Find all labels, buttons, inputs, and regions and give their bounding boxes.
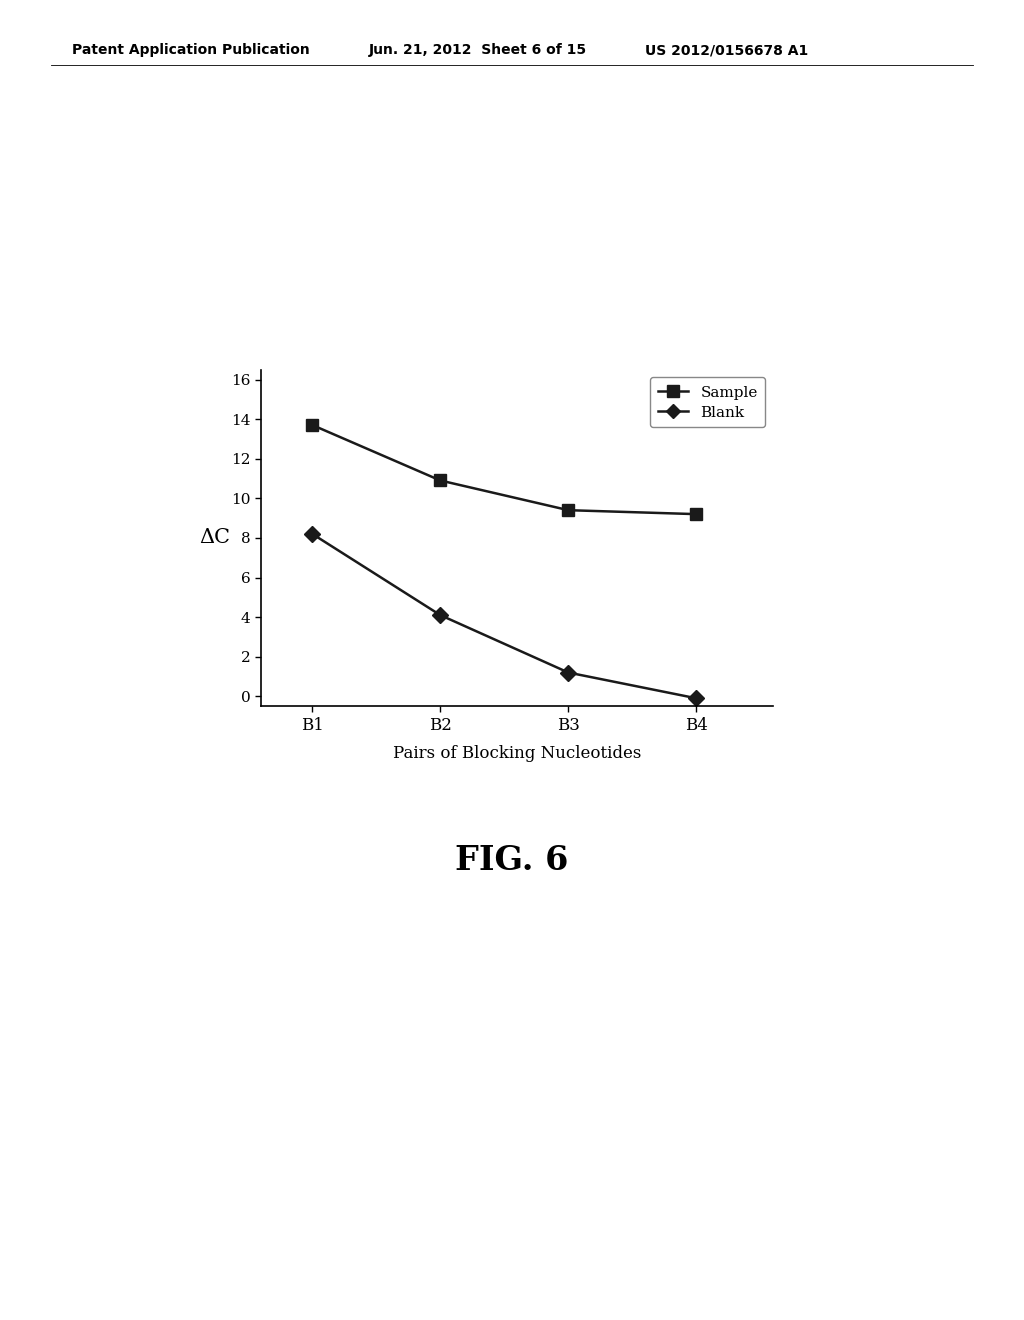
Sample (562, 503, 574, 519)
Blank (562, 664, 574, 681)
Sample (306, 417, 318, 433)
Sample (434, 473, 446, 488)
Y-axis label: ΔC: ΔC (199, 528, 230, 548)
Line: Sample: Sample (306, 418, 702, 520)
Blank (434, 607, 446, 623)
Text: FIG. 6: FIG. 6 (456, 845, 568, 878)
Sample (690, 506, 702, 521)
Text: Jun. 21, 2012  Sheet 6 of 15: Jun. 21, 2012 Sheet 6 of 15 (369, 44, 587, 57)
Blank (690, 690, 702, 706)
Line: Blank: Blank (307, 528, 701, 704)
X-axis label: Pairs of Blocking Nucleotides: Pairs of Blocking Nucleotides (393, 744, 641, 762)
Text: US 2012/0156678 A1: US 2012/0156678 A1 (645, 44, 808, 57)
Text: Patent Application Publication: Patent Application Publication (72, 44, 309, 57)
Blank (306, 527, 318, 543)
Legend: Sample, Blank: Sample, Blank (650, 378, 766, 428)
